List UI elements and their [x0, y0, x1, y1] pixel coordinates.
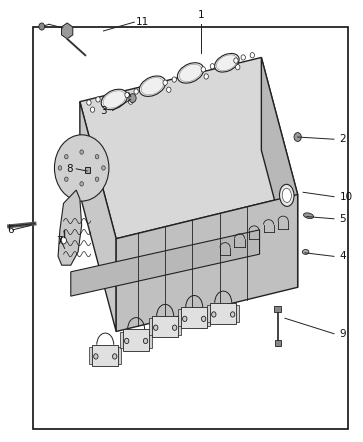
Polygon shape: [123, 329, 149, 351]
Polygon shape: [207, 305, 210, 322]
Polygon shape: [116, 194, 298, 332]
Polygon shape: [61, 23, 73, 39]
Bar: [33, 27, 348, 429]
Circle shape: [134, 89, 138, 94]
Ellipse shape: [302, 249, 309, 254]
Circle shape: [61, 237, 66, 244]
Bar: [275, 340, 281, 346]
Ellipse shape: [280, 184, 294, 206]
Circle shape: [201, 316, 206, 321]
Text: 10: 10: [339, 192, 352, 202]
Circle shape: [231, 312, 235, 317]
Circle shape: [102, 166, 105, 170]
Circle shape: [80, 150, 83, 154]
Circle shape: [58, 166, 62, 170]
Circle shape: [236, 65, 240, 70]
Circle shape: [183, 316, 187, 321]
Circle shape: [212, 312, 216, 317]
Circle shape: [96, 97, 100, 102]
Circle shape: [172, 77, 176, 82]
Ellipse shape: [303, 213, 314, 218]
Text: 4: 4: [339, 251, 346, 261]
Circle shape: [250, 53, 254, 58]
Text: 11: 11: [136, 17, 150, 27]
Polygon shape: [236, 305, 239, 322]
Polygon shape: [149, 332, 152, 348]
Circle shape: [210, 64, 215, 69]
Circle shape: [234, 58, 238, 63]
Polygon shape: [80, 57, 298, 239]
Polygon shape: [89, 347, 92, 364]
Text: 8: 8: [66, 164, 73, 174]
Circle shape: [95, 177, 99, 181]
Circle shape: [163, 80, 167, 85]
Circle shape: [54, 135, 109, 201]
Circle shape: [125, 92, 129, 98]
Text: 5: 5: [339, 214, 346, 224]
Polygon shape: [178, 309, 181, 326]
Polygon shape: [71, 230, 260, 296]
Polygon shape: [181, 307, 207, 328]
Circle shape: [172, 325, 177, 330]
Polygon shape: [80, 102, 116, 332]
Circle shape: [204, 74, 208, 79]
Circle shape: [129, 94, 136, 103]
Circle shape: [65, 177, 68, 181]
Circle shape: [87, 100, 91, 105]
Polygon shape: [178, 318, 181, 335]
Text: 9: 9: [339, 329, 346, 339]
Circle shape: [113, 354, 117, 359]
Circle shape: [167, 87, 171, 92]
Circle shape: [125, 338, 129, 343]
Circle shape: [95, 155, 99, 159]
Circle shape: [143, 338, 148, 343]
Text: 2: 2: [339, 134, 346, 144]
Circle shape: [294, 133, 301, 141]
Circle shape: [154, 325, 158, 330]
Circle shape: [80, 182, 83, 186]
Bar: [85, 167, 90, 173]
Polygon shape: [152, 316, 178, 337]
Polygon shape: [120, 332, 123, 348]
Bar: [274, 306, 281, 312]
Polygon shape: [207, 309, 210, 326]
Ellipse shape: [178, 63, 204, 83]
Circle shape: [65, 155, 68, 159]
Polygon shape: [92, 345, 118, 366]
Polygon shape: [58, 190, 82, 265]
Text: 6: 6: [7, 225, 14, 235]
Polygon shape: [149, 318, 152, 335]
Ellipse shape: [282, 188, 291, 202]
Ellipse shape: [139, 76, 166, 96]
Ellipse shape: [215, 53, 239, 72]
Circle shape: [94, 354, 98, 359]
Polygon shape: [118, 347, 121, 364]
Circle shape: [241, 55, 245, 60]
Circle shape: [39, 23, 45, 30]
Circle shape: [90, 107, 95, 112]
Circle shape: [201, 67, 205, 72]
Polygon shape: [261, 57, 298, 287]
Text: 1: 1: [198, 10, 205, 20]
Ellipse shape: [101, 89, 127, 110]
Circle shape: [129, 99, 133, 104]
Polygon shape: [210, 303, 236, 324]
Text: 3: 3: [101, 106, 107, 115]
Text: 7: 7: [57, 236, 63, 246]
